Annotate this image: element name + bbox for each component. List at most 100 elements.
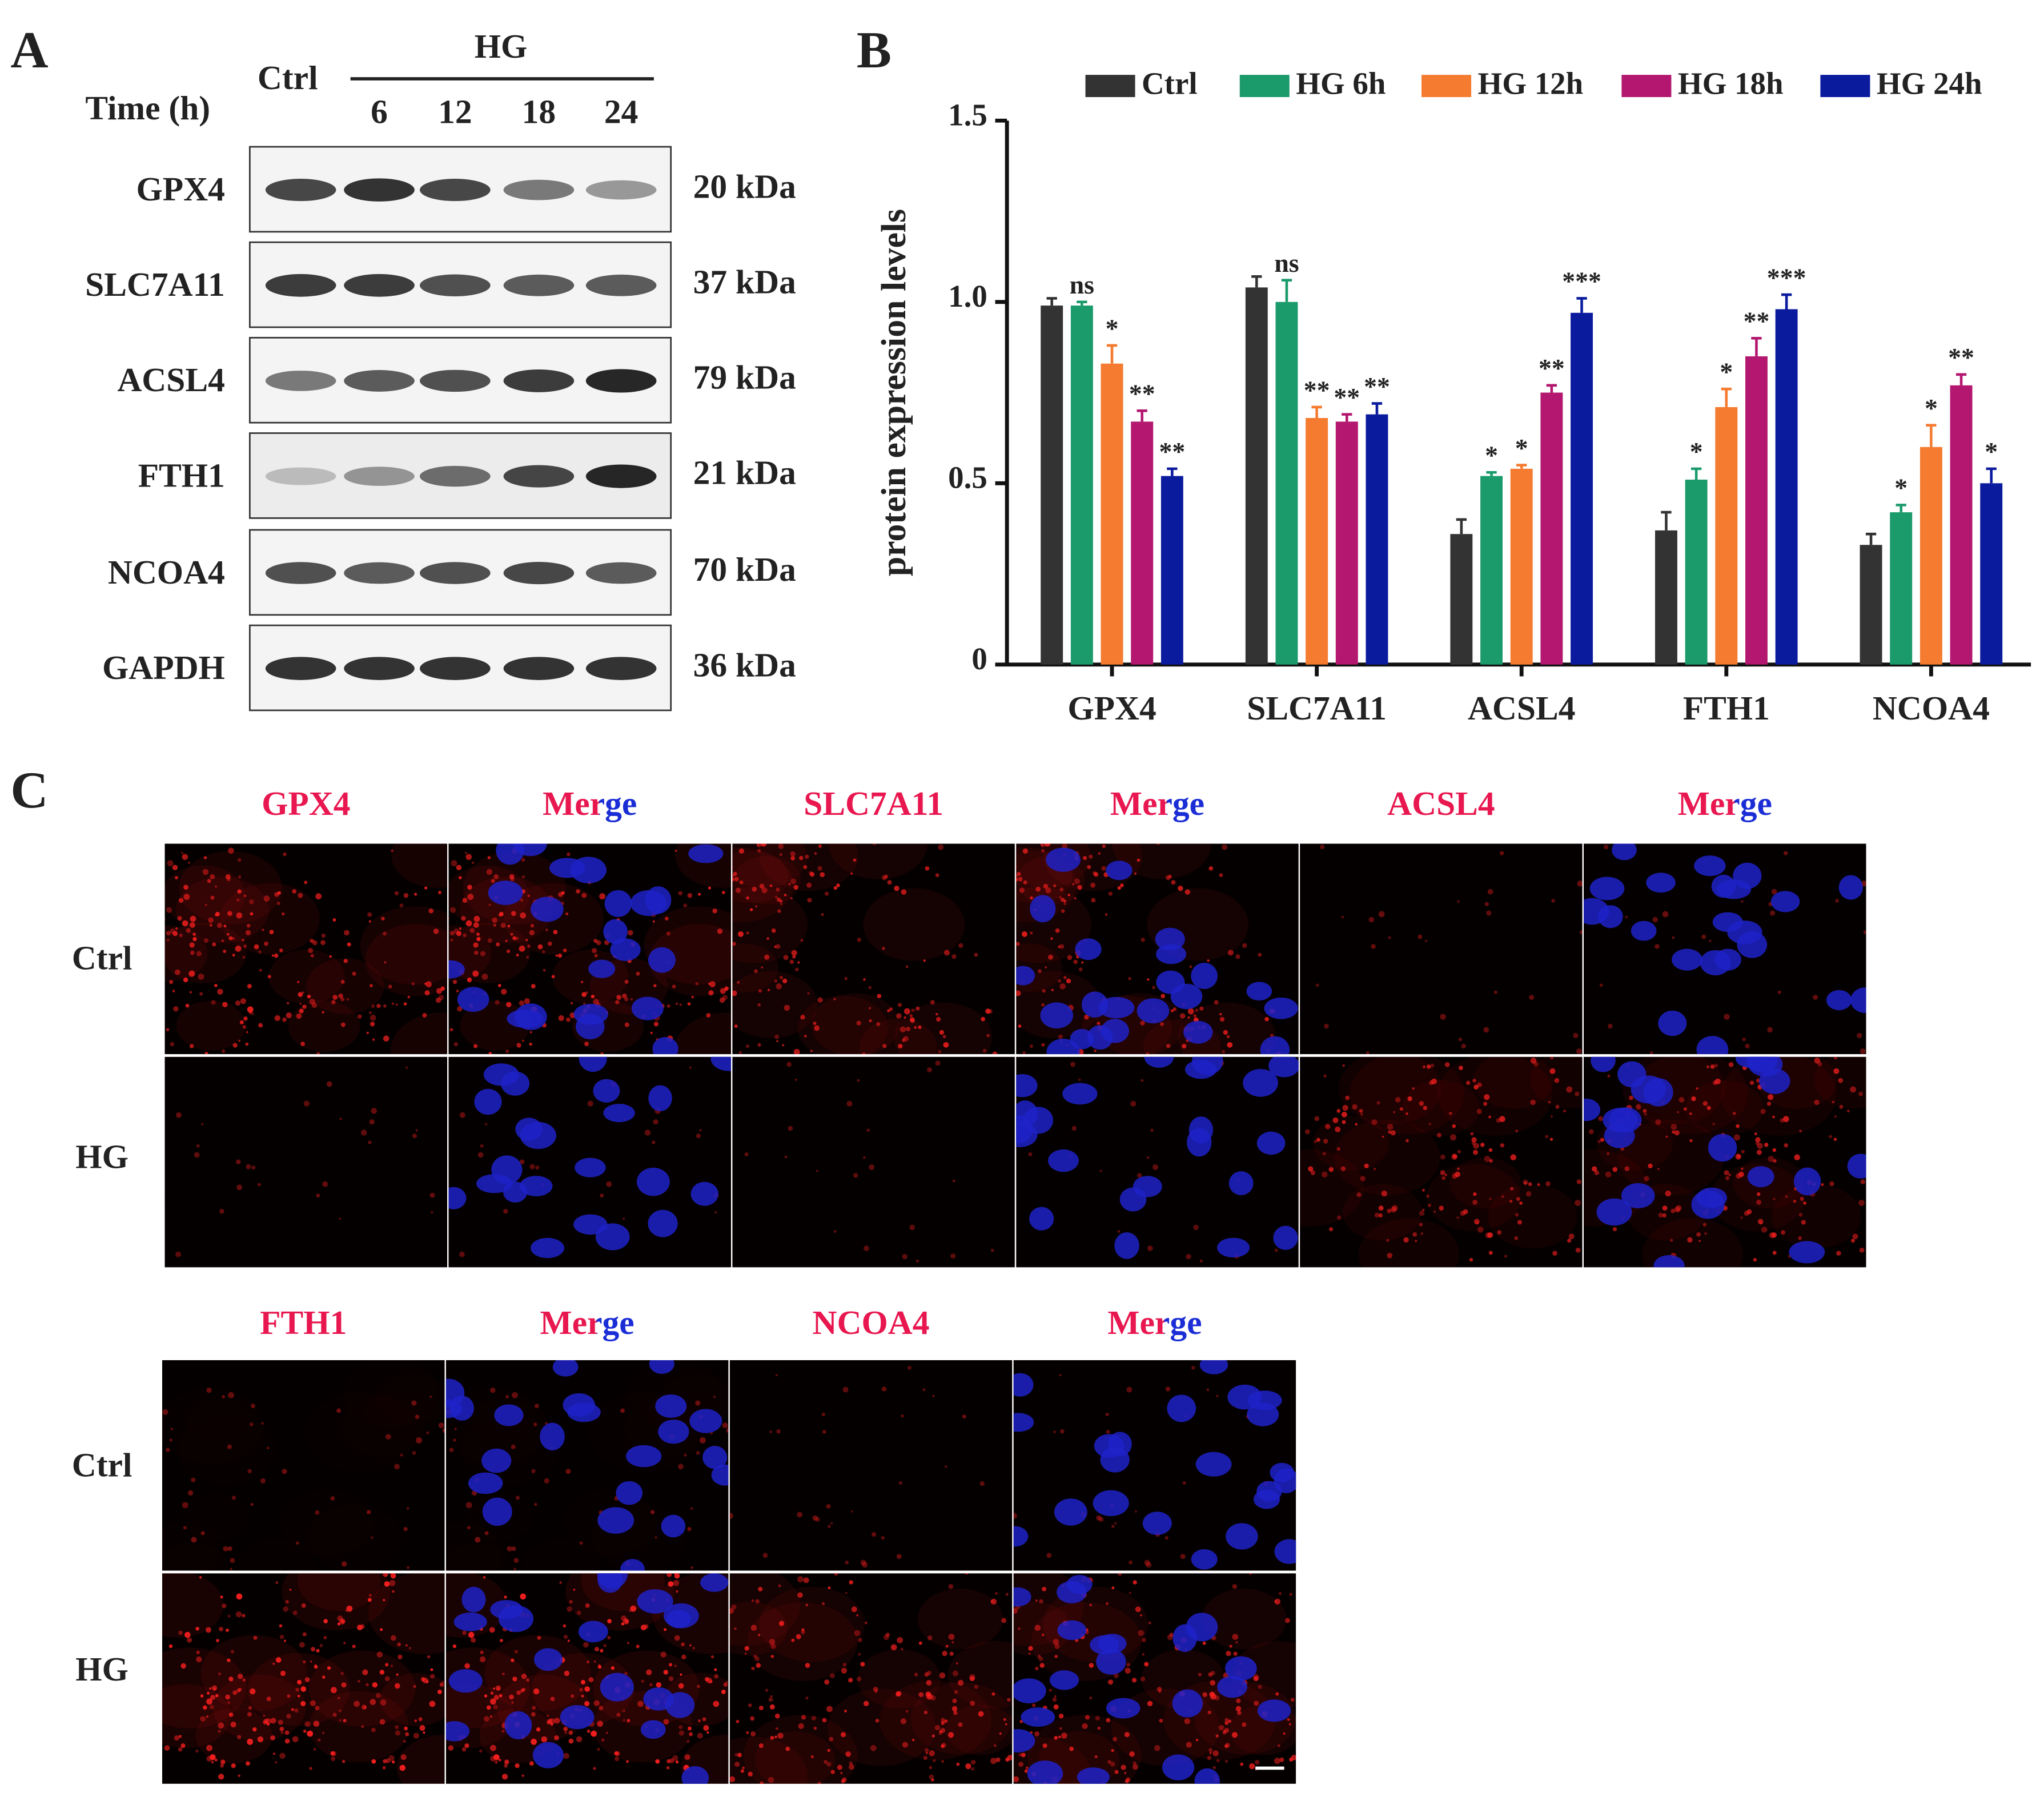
red-signal [453,819,459,825]
red-signal [914,1673,918,1677]
red-signal [489,1715,492,1718]
red-signal [1745,1043,1750,1049]
red-signal [394,1464,400,1470]
red-signal [754,1656,760,1661]
red-signal [654,1536,657,1539]
red-signal [510,932,513,936]
red-signal [1420,1232,1423,1235]
red-signal [985,1008,991,1014]
red-signal [563,948,567,952]
red-signal [1784,1143,1788,1148]
red-signal [190,915,196,922]
nucleus [600,1673,635,1702]
red-signal [223,924,227,928]
red-signal [1378,911,1385,918]
red-signal [529,1761,534,1766]
red-signal [1016,875,1018,877]
red-signal [1209,1752,1212,1754]
red-signal [902,1253,907,1260]
red-signal [1548,1101,1551,1103]
nucleus [552,1360,579,1377]
red-signal [388,1755,395,1761]
red-signal [881,1386,887,1392]
red-signal [1833,1137,1837,1141]
red-signal [1814,1058,1821,1064]
red-signal [898,1481,902,1485]
red-signal [131,1702,137,1707]
red-signal [1081,961,1084,964]
red-signal [1187,1016,1190,1019]
red-signal [1471,1141,1476,1145]
red-signal [1741,1167,1744,1171]
red-signal [800,1015,805,1020]
significance: *** [1767,263,1806,292]
red-signal [485,1123,488,1125]
size-label: 20 kDa [693,167,796,205]
red-signal [515,1763,520,1768]
red-signal [668,1581,674,1587]
red-signal [464,1743,469,1748]
red-signal [300,1686,307,1692]
cell-body [1617,1119,1724,1196]
red-signal [1210,822,1214,826]
red-signal [1552,1251,1557,1256]
red-signal [1137,1173,1142,1178]
red-signal [541,1736,548,1743]
nucleus [1013,1729,1035,1753]
red-signal [292,1610,298,1615]
red-signal [815,1517,820,1522]
red-signal [600,1649,604,1653]
red-signal [315,1706,320,1711]
red-signal [856,1020,861,1026]
red-signal [1222,844,1228,850]
red-signal [1207,1710,1211,1715]
cell-body [747,1602,858,1681]
nucleus [604,890,632,917]
red-signal [227,1546,232,1551]
bar [1160,476,1183,665]
nucleus [1167,1394,1196,1422]
red-signal [1144,1559,1150,1566]
red-signal [1167,1634,1173,1641]
nucleus [1187,1128,1212,1157]
red-signal [1228,1719,1232,1723]
red-signal [453,1438,456,1442]
red-signal [199,992,203,996]
red-signal [1386,1239,1390,1242]
red-signal [1078,1797,1080,1799]
red-signal [1376,1101,1380,1105]
red-signal [565,1469,571,1474]
error-bar [1137,409,1147,422]
red-signal [731,832,735,836]
red-signal [698,1719,701,1722]
red-signal [178,1747,183,1752]
nucleus [1016,1100,1038,1128]
cell-body [674,1012,732,1055]
bar [1890,512,1913,665]
red-signal [274,953,279,958]
red-signal [1605,1171,1612,1178]
red-signal [603,1644,607,1647]
red-signal [768,1776,774,1783]
red-signal [337,1622,341,1626]
red-signal [1738,1171,1744,1177]
red-signal [275,1657,282,1663]
red-signal [899,1026,906,1033]
red-signal [664,1628,666,1631]
red-signal [1071,1125,1077,1131]
row-label: HG [75,1650,128,1688]
red-signal [450,816,453,819]
red-signal [227,1444,232,1449]
red-signal [511,1701,514,1704]
red-signal [343,959,348,963]
red-signal [114,1586,120,1592]
red-signal [258,1023,263,1028]
red-signal [1089,1663,1094,1668]
red-signal [286,1012,292,1019]
micrograph [448,843,732,1055]
red-signal [118,1694,123,1699]
red-signal [672,984,676,988]
red-signal [164,917,166,920]
cell-body [309,1650,416,1727]
red-signal [1323,1074,1327,1078]
